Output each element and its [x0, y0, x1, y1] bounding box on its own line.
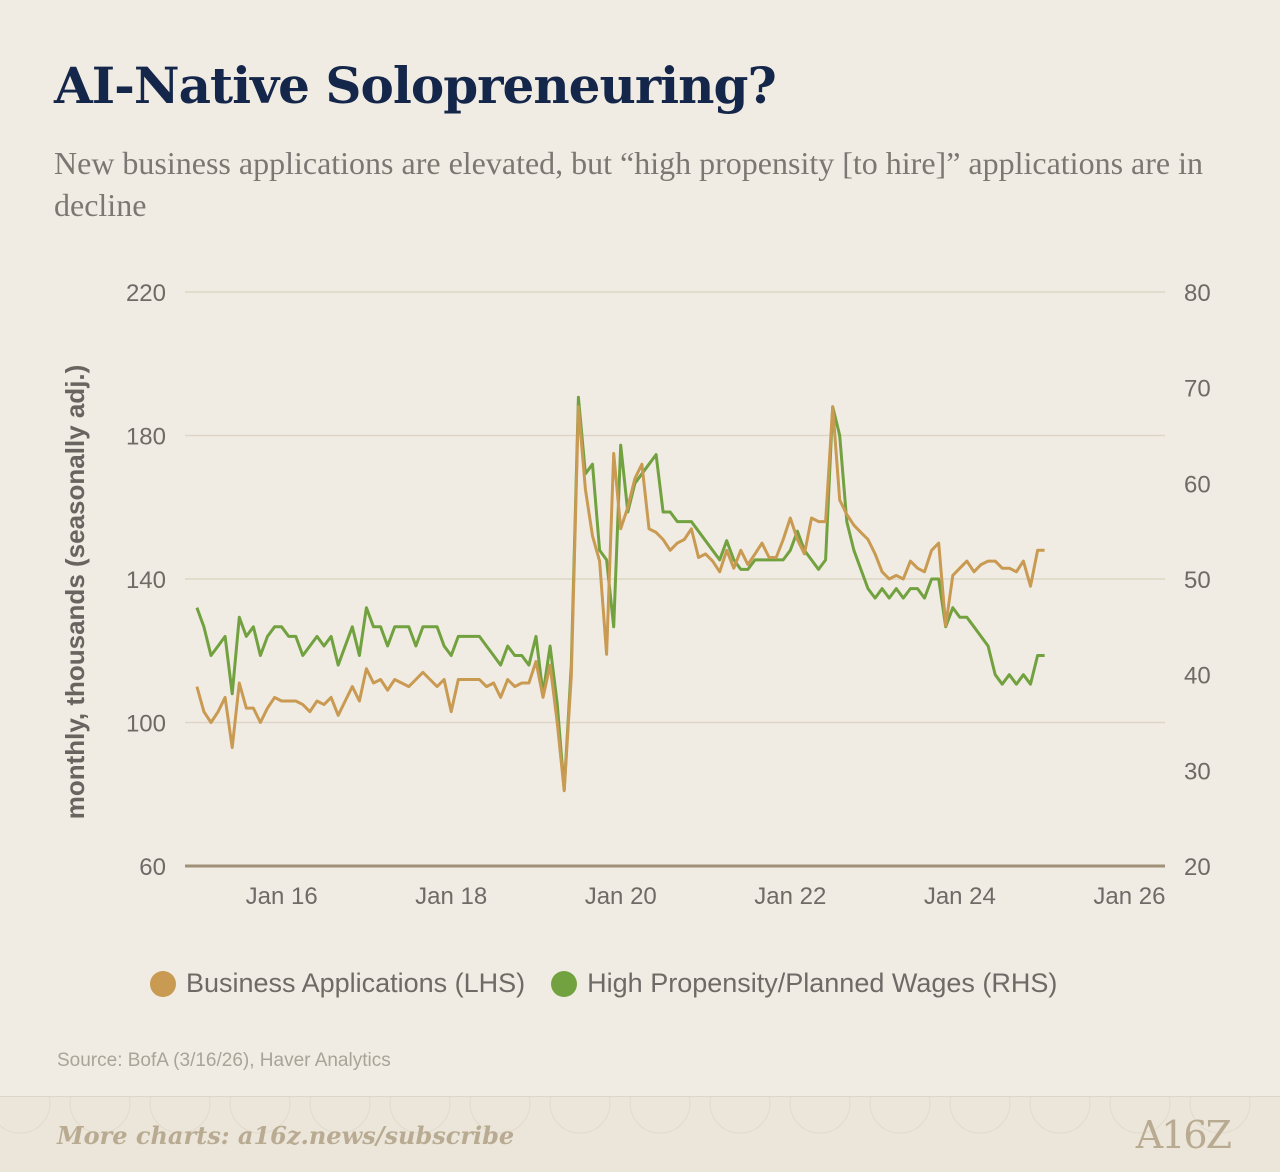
footer-pattern-arc — [309, 1097, 371, 1134]
footer-pattern-arc — [1109, 1097, 1171, 1134]
legend-item-business-applications[interactable]: Business Applications (LHS) — [150, 968, 525, 999]
footer-pattern-arc — [629, 1097, 691, 1134]
y-right-tick-label: 60 — [1184, 471, 1211, 498]
chart-title: AI-Native Solopreneuring? — [54, 56, 777, 115]
footer-pattern-arc — [149, 1097, 211, 1134]
chart-legend: Business Applications (LHS) High Propens… — [150, 968, 1083, 999]
y-left-tick-label: 180 — [126, 424, 166, 451]
footer-pattern-arc — [1189, 1097, 1251, 1134]
footer-pattern-arc — [0, 1097, 51, 1134]
y-left-tick-label: 100 — [126, 711, 166, 738]
footer-bar: More charts: a16z.news/subscribe A16Z — [0, 1096, 1280, 1172]
footer-pattern-arc — [229, 1097, 291, 1134]
source-note: Source: BofA (3/16/26), Haver Analytics — [57, 1050, 391, 1071]
y-left-tick-label: 220 — [126, 280, 166, 307]
footer-pattern-arc — [789, 1097, 851, 1134]
a16z-logo: A16Z — [1135, 1113, 1232, 1157]
x-tick-label: Jan 26 — [1093, 883, 1165, 910]
footer-pattern-arc — [1029, 1097, 1091, 1134]
legend-item-high-propensity[interactable]: High Propensity/Planned Wages (RHS) — [551, 968, 1057, 999]
x-tick-label: Jan 16 — [246, 883, 318, 910]
legend-dot-business-applications — [150, 970, 176, 997]
y-right-tick-label: 30 — [1184, 758, 1211, 785]
x-tick-label: Jan 18 — [415, 883, 487, 910]
y-left-tick-label: 140 — [126, 567, 166, 594]
x-tick-label: Jan 20 — [585, 883, 657, 910]
line-chart: 60 100 140 180 220 20 30 40 50 60 70 80 Jan 16 Jan 18… — [60, 280, 1211, 910]
footer-pattern-arc — [709, 1097, 771, 1134]
y-left-tick-label: 60 — [139, 854, 166, 881]
x-tick-label: Jan 24 — [924, 883, 996, 910]
footer-pattern-arc — [549, 1097, 611, 1134]
footer-pattern-arc — [469, 1097, 531, 1134]
subscribe-link[interactable]: More charts: a16z.news/subscribe — [57, 1121, 515, 1150]
y-right-tick-label: 40 — [1184, 663, 1211, 690]
footer-pattern — [0, 1097, 1251, 1134]
y-axis-title: monthly, thousands (seasonally adj.) — [60, 365, 90, 820]
y-right-tick-label: 50 — [1184, 567, 1211, 594]
x-tick-label: Jan 22 — [754, 883, 826, 910]
legend-label-business-applications: Business Applications (LHS) — [186, 968, 526, 998]
series-line-business-applications — [195, 405, 1045, 793]
series-line-high-propensity — [195, 395, 1045, 791]
footer-pattern-arc — [389, 1097, 451, 1134]
legend-label-high-propensity: High Propensity/Planned Wages (RHS) — [587, 968, 1058, 998]
legend-dot-high-propensity — [551, 970, 578, 997]
chart-subtitle: New business applications are elevated, … — [54, 145, 1203, 223]
y-right-tick-label: 70 — [1184, 376, 1211, 403]
footer-pattern-arc — [949, 1097, 1011, 1134]
footer-pattern-arc — [869, 1097, 931, 1134]
y-right-tick-label: 80 — [1184, 280, 1211, 307]
y-right-tick-label: 20 — [1184, 854, 1211, 881]
footer-pattern-arc — [69, 1097, 131, 1134]
